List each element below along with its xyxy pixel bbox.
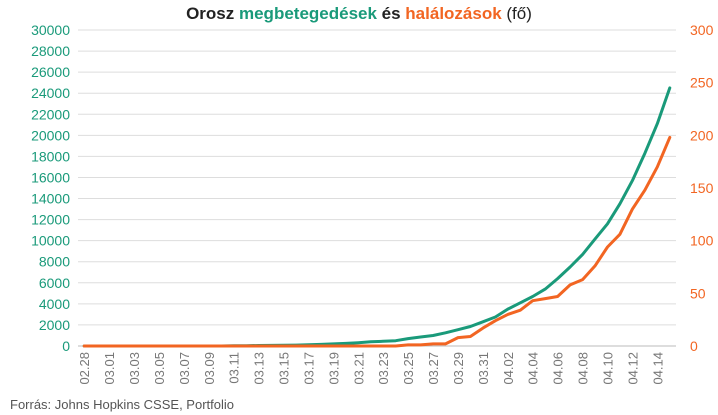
x-axis-tick-label: 03.23 xyxy=(376,352,391,385)
x-axis-tick-label: 04.10 xyxy=(600,352,615,385)
x-axis-tick-label: 04.14 xyxy=(650,352,665,385)
right-axis-tick-label: 0 xyxy=(690,338,698,354)
title-part-1: Orosz xyxy=(186,4,239,23)
right-axis-tick-label: 100 xyxy=(690,233,714,249)
title-cases-word: megbetegedések xyxy=(238,4,377,23)
left-axis-ticks: 0 2000 4000 6000 8000 10000 12000 14000 16000 180… xyxy=(31,22,70,354)
x-axis-tick-label: 03.21 xyxy=(351,352,366,385)
x-axis-tick-label: 04.02 xyxy=(501,352,516,385)
x-axis-ticks: 02.28 03.01 03.03 03.05 03.07 03.09 03.11 03.13… xyxy=(77,352,665,385)
source-note: Forrás: Johns Hopkins CSSE, Portfolio xyxy=(10,397,234,412)
right-axis-tick-label: 50 xyxy=(690,285,706,301)
left-axis-tick-label: 30000 xyxy=(31,22,70,38)
left-axis-tick-label: 0 xyxy=(62,338,70,354)
title-part-2: és xyxy=(376,4,406,23)
x-axis-tick-label: 04.04 xyxy=(526,352,541,385)
x-axis-tick-label: 03.13 xyxy=(252,352,267,385)
left-axis-tick-label: 12000 xyxy=(31,212,70,228)
x-axis-tick-label: 04.06 xyxy=(551,352,566,385)
left-axis-tick-label: 2000 xyxy=(39,317,70,333)
right-axis-tick-label: 300 xyxy=(690,22,714,38)
x-axis-tick-label: 03.27 xyxy=(426,352,441,385)
left-axis-tick-label: 18000 xyxy=(31,148,70,164)
x-axis-tick-label: 03.25 xyxy=(401,352,416,385)
left-axis-tick-label: 24000 xyxy=(31,85,70,101)
series-line-deaths xyxy=(82,135,672,348)
left-axis-tick-label: 26000 xyxy=(31,64,70,80)
series-line-cases xyxy=(82,86,672,348)
x-axis-tick-label: 03.05 xyxy=(152,352,167,385)
x-axis-tick-label: 03.09 xyxy=(202,352,217,385)
chart-title: Orosz megbetegedések és halálozások (fő) xyxy=(0,4,718,24)
x-axis-tick-label: 03.17 xyxy=(301,352,316,385)
x-axis-tick-label: 04.12 xyxy=(625,352,640,385)
right-axis-tick-label: 250 xyxy=(690,75,714,91)
title-deaths-word: halálozások xyxy=(405,4,502,23)
chart-grid xyxy=(78,29,676,347)
x-axis-tick-label: 02.28 xyxy=(77,352,92,385)
left-axis-tick-label: 28000 xyxy=(31,43,70,59)
right-axis-tick-label: 200 xyxy=(690,127,714,143)
x-axis-tick-label: 03.11 xyxy=(227,352,242,384)
left-axis-tick-label: 14000 xyxy=(31,191,70,207)
x-axis-tick-label: 04.08 xyxy=(576,352,591,385)
x-axis-tick-label: 03.15 xyxy=(277,352,292,385)
left-axis-tick-label: 8000 xyxy=(39,254,70,270)
x-axis-tick-label: 03.29 xyxy=(451,352,466,385)
chart-series xyxy=(82,86,672,348)
x-axis-tick-label: 03.19 xyxy=(326,352,341,385)
left-axis-tick-label: 4000 xyxy=(39,296,70,312)
right-axis-ticks: 0 50 100 150 200 250 300 xyxy=(690,22,714,354)
right-axis-tick-label: 150 xyxy=(690,180,714,196)
x-axis-tick-label: 03.31 xyxy=(476,352,491,385)
left-axis-tick-label: 6000 xyxy=(39,275,70,291)
title-unit: (fő) xyxy=(501,4,532,23)
x-axis-tick-label: 03.07 xyxy=(177,352,192,385)
left-axis-tick-label: 22000 xyxy=(31,106,70,122)
left-axis-tick-label: 16000 xyxy=(31,169,70,185)
left-axis-tick-label: 20000 xyxy=(31,127,70,143)
left-axis-tick-label: 10000 xyxy=(31,233,70,249)
x-axis-tick-label: 03.03 xyxy=(127,352,142,385)
x-axis-tick-label: 03.01 xyxy=(102,352,117,385)
